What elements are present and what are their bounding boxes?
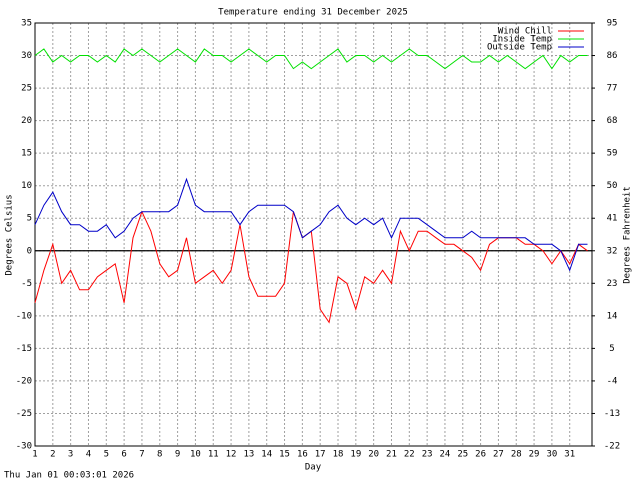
y-tick-label: 35 [21,19,32,29]
y2-tick-label: 59 [607,149,618,159]
x-tick-label: 18 [333,450,344,460]
y2-tick-label: 86 [607,51,618,61]
x-tick-label: 1 [32,450,37,460]
x-tick-label: 25 [457,450,468,460]
y2-tick-label: -22 [604,442,620,452]
x-tick-label: 12 [226,450,237,460]
x-tick-label: 17 [315,450,326,460]
x-tick-label: 4 [86,450,91,460]
series-line [34,48,588,70]
series-line [34,177,588,272]
x-tick-label: 28 [511,450,522,460]
x-tick-label: 27 [493,450,504,460]
y2-axis-label: Degrees Fahrenheit [623,186,633,284]
y-tick-label: 0 [27,246,32,256]
y2-tick-label: 32 [607,246,618,256]
y2-tick-label: 68 [607,116,618,126]
y2-tick-label: 41 [607,214,618,224]
legend-label: Inside Temp [492,35,552,45]
y2-tick-label: -4 [607,376,618,386]
x-tick-label: 13 [243,450,254,460]
x-tick-label: 23 [422,450,433,460]
y2-tick-label: 14 [607,311,618,321]
y-tick-label: -30 [16,442,32,452]
x-tick-label: 5 [104,450,109,460]
y2-tick-label: 50 [607,181,618,191]
x-tick-label: 29 [529,450,540,460]
x-tick-label: 14 [261,450,272,460]
y-tick-label: 15 [21,149,32,159]
y-tick-label: -10 [16,311,32,321]
x-tick-label: 15 [279,450,290,460]
legend-label: Wind Chill [498,27,552,37]
x-tick-label: 26 [475,450,486,460]
x-tick-label: 30 [546,450,557,460]
y2-tick-label: 77 [607,84,618,94]
x-tick-label: 22 [404,450,415,460]
y2-tick-label: 5 [609,344,614,354]
y-tick-label: -5 [21,279,32,289]
x-tick-label: 2 [50,450,55,460]
x-tick-label: 10 [190,450,201,460]
x-tick-label: 24 [440,450,451,460]
y-tick-label: 5 [27,214,32,224]
y2-tick-label: 95 [607,19,618,29]
y-tick-label: -25 [16,409,32,419]
x-tick-label: 19 [350,450,361,460]
x-tick-label: 31 [564,450,575,460]
x-tick-label: 8 [157,450,162,460]
x-axis-label: Day [305,463,322,473]
x-tick-label: 16 [297,450,308,460]
y-tick-label: 30 [21,51,32,61]
plot-frame [34,22,593,447]
x-tick-label: 11 [208,450,219,460]
legend-label: Outside Temp [487,43,552,53]
chart-title: Temperature ending 31 December 2025 [218,8,408,18]
timestamp: Thu Jan 01 00:03:01 2026 [4,471,134,480]
x-tick-label: 3 [68,450,73,460]
x-tick-label: 7 [139,450,144,460]
y-tick-label: 10 [21,181,32,191]
x-tick-label: 21 [386,450,397,460]
y2-tick-label: -13 [604,409,620,419]
y2-tick-label: 23 [607,279,618,289]
x-tick-label: 6 [121,450,126,460]
x-tick-label: 9 [175,450,180,460]
y-tick-label: 20 [21,116,32,126]
y-tick-label: 25 [21,84,32,94]
x-tick-label: 20 [368,450,379,460]
y-tick-label: -20 [16,376,32,386]
y-tick-label: -15 [16,344,32,354]
y-axis-label: Degrees Celsius [5,194,15,275]
